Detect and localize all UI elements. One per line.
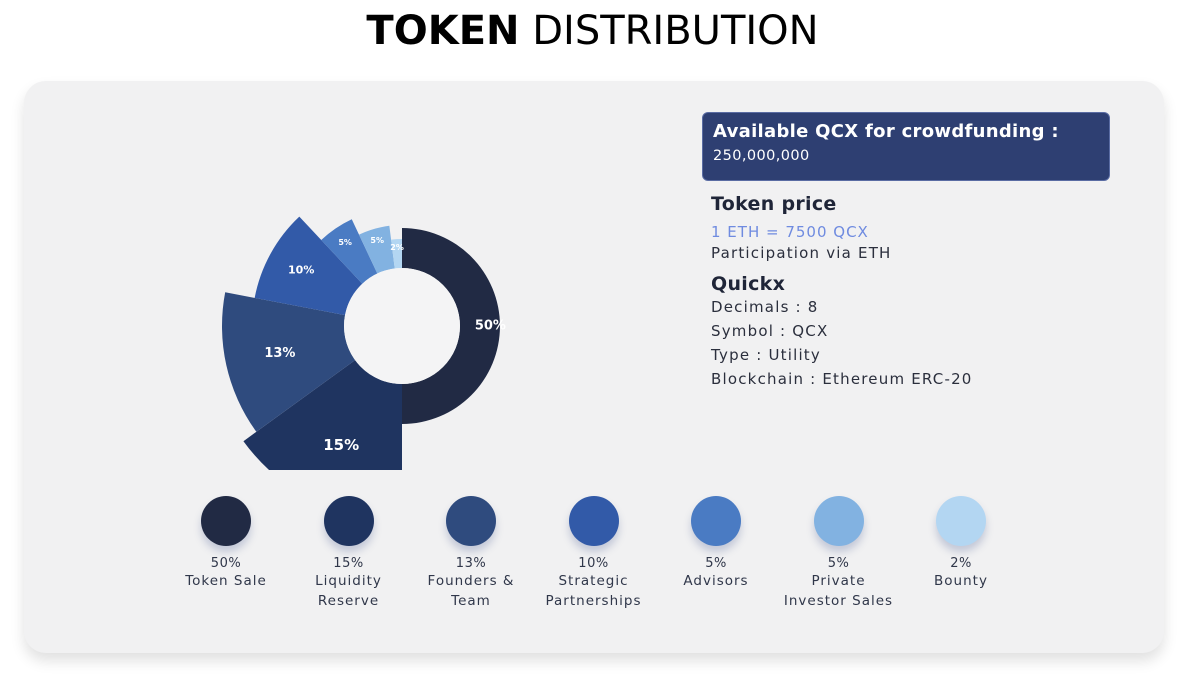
legend-label: Private — [811, 573, 866, 589]
page-title-bold: TOKEN — [366, 8, 520, 54]
legend-label: Token Sale — [185, 573, 267, 589]
legend-percent: 5% — [827, 556, 850, 571]
pie-slice — [254, 216, 363, 316]
legend-item: 15% Liquidity Reserve — [288, 496, 410, 611]
legend-label: Liquidity — [315, 573, 382, 589]
token-price-value: 1 ETH = 7500 QCX — [711, 223, 869, 241]
token-distribution-chart: 50% 15% 13% 10% 5% 5% 2% — [222, 216, 506, 470]
pie-slice — [321, 219, 378, 284]
legend-swatch — [691, 496, 741, 546]
crowdfunding-headline: Available QCX for crowdfunding : — [713, 121, 1059, 142]
symbol-text: Symbol : QCX — [711, 322, 829, 340]
legend-swatch — [201, 496, 251, 546]
pie-slice — [222, 292, 356, 432]
legend-item: 10% Strategic Partnerships — [533, 496, 655, 611]
legend-item: 5% Private Investor Sales — [778, 496, 900, 611]
legend-swatch — [813, 496, 864, 546]
chart-legend: 50% Token Sale 15% Liquidity Reserve 13% Found… — [165, 496, 1025, 616]
legend-label-line2: Partnerships — [545, 593, 642, 609]
pie-slice — [243, 360, 402, 470]
legend-percent: 5% — [705, 556, 727, 571]
slice-label: 2% — [390, 243, 404, 252]
legend-swatch — [936, 496, 986, 546]
legend-label: Advisors — [683, 573, 749, 589]
page-title-light: DISTRIBUTION — [532, 8, 819, 54]
legend-label: Bounty — [934, 573, 988, 589]
slice-label: 10% — [288, 264, 314, 277]
legend-label-line2: Team — [451, 593, 491, 609]
legend-item: 5% Advisors — [655, 496, 777, 591]
legend-item: 13% Founders & Team — [410, 496, 532, 611]
type-text: Type : Utility — [711, 346, 821, 364]
page-title: TOKEN DISTRIBUTION — [0, 8, 1185, 54]
slice-label: 5% — [370, 236, 384, 245]
slice-label: 50% — [475, 319, 506, 334]
participation-text: Participation via ETH — [711, 244, 892, 262]
legend-percent: 13% — [455, 556, 487, 571]
legend-label: Founders & — [427, 573, 515, 589]
blockchain-text: Blockchain : Ethereum ERC-20 — [711, 370, 973, 388]
legend-label: Strategic — [558, 573, 629, 589]
legend-percent: 50% — [210, 556, 242, 571]
legend-label-line2: Reserve — [317, 593, 380, 609]
token-price-heading: Token price — [711, 193, 837, 215]
slice-label: 5% — [338, 238, 352, 247]
legend-label-line2: Investor Sales — [783, 593, 894, 609]
legend-item: 2% Bounty — [900, 496, 1022, 591]
pie-slice — [391, 239, 402, 269]
pie-slice — [402, 228, 500, 424]
legend-swatch — [568, 496, 619, 546]
legend-swatch — [446, 496, 496, 546]
legend-percent: 10% — [578, 556, 609, 571]
legend-swatch — [323, 496, 374, 546]
donut-hole — [344, 268, 460, 384]
quickx-heading: Quickx — [711, 273, 786, 295]
crowdfunding-box: Available QCX for crowdfunding : 250,000… — [702, 112, 1110, 181]
legend-percent: 15% — [333, 556, 364, 571]
slice-label: 13% — [264, 346, 295, 361]
legend-item: 50% Token Sale — [165, 496, 287, 591]
token-details: Token price 1 ETH = 7500 QCX Participati… — [711, 193, 973, 391]
pie-slice — [358, 225, 395, 274]
legend-percent: 2% — [950, 556, 972, 571]
decimals-text: Decimals : 8 — [711, 298, 819, 316]
crowdfunding-amount: 250,000,000 — [713, 148, 810, 164]
slice-label: 15% — [323, 436, 359, 454]
